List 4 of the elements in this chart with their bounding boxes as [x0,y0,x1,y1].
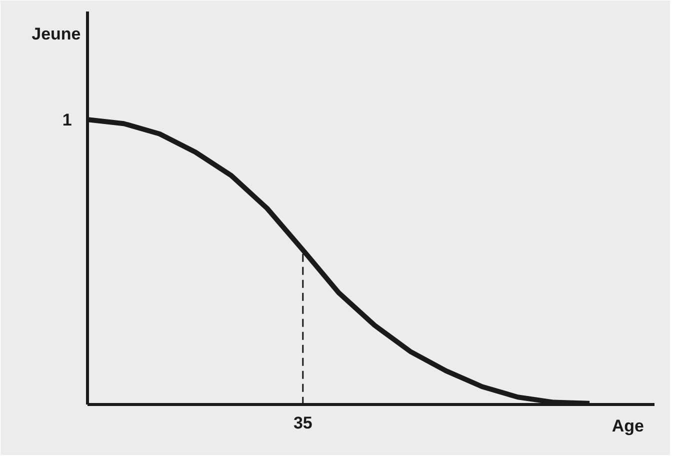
y-axis-title: Jeune [32,24,81,44]
annotation: 1 [62,110,72,130]
annotation: 35 [293,413,312,432]
x-axis-title: Age [612,416,644,436]
